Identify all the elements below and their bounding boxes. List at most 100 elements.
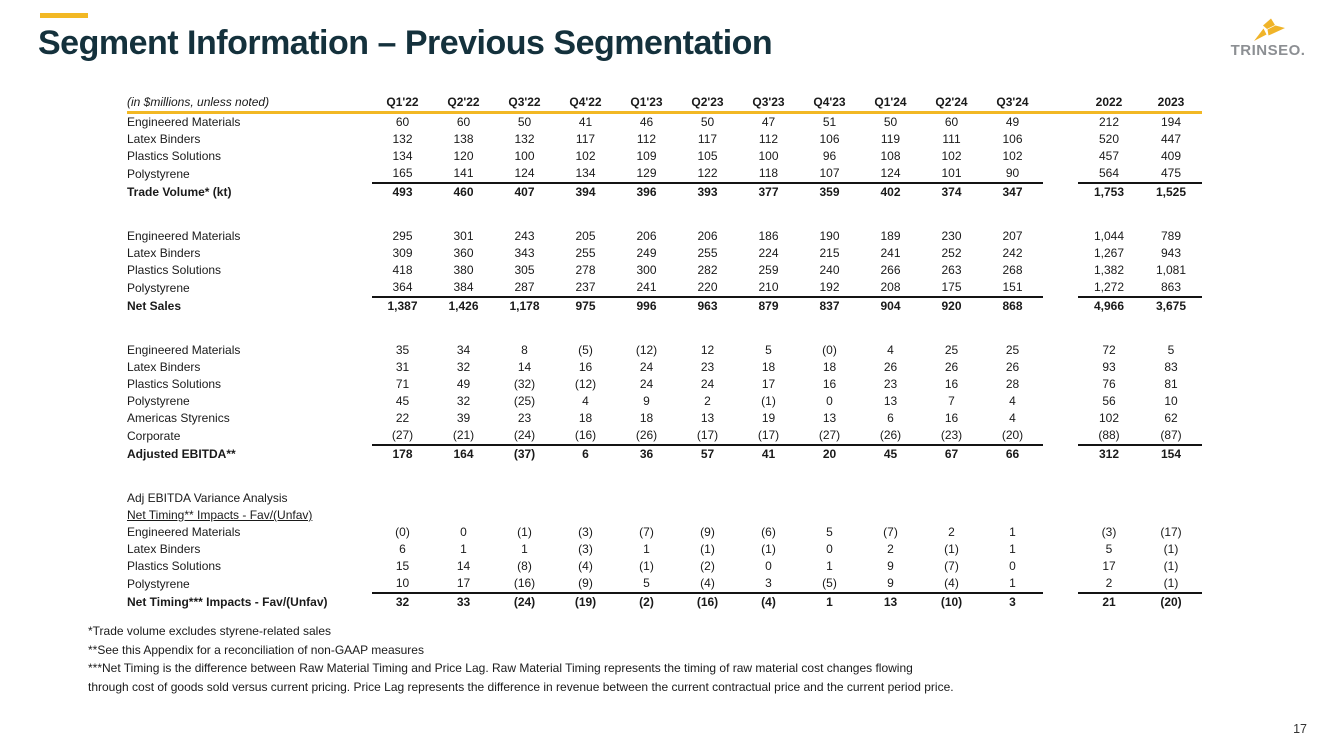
value-cell: 102 [941,149,962,163]
value-cell: 4,966 [1078,296,1140,315]
value-cell: 920 [921,296,982,315]
footnote-line: ***Net Timing is the difference between … [88,661,913,675]
value-cell: (1) [761,542,776,556]
value-cell: 393 [677,182,738,201]
value-cell: 120 [453,149,474,163]
value-cell: 141 [453,166,474,180]
value-cell: (3) [578,542,593,556]
value-cell: (1) [1163,576,1179,590]
column-header: Q2'24 [921,94,982,114]
value-cell: 60 [456,115,471,129]
value-cell: 119 [880,132,901,146]
table-row: Latex Binders 31 32 14 16 24 23 18 18 26 26 26 93 83 [127,359,1202,376]
row-label: Latex Binders [127,542,201,556]
value-cell: 0 [460,525,467,539]
column-spacer [1043,131,1078,148]
value-cell: 93 [1102,360,1116,374]
value-cell: 359 [799,182,860,201]
value-cell: 347 [982,182,1043,201]
total-row: Net Sales 1,387 1,426 1,178 975 996 963 879 837 9… [127,296,1202,315]
value-cell: 207 [1002,229,1023,243]
row-label: Americas Styrenics [127,411,230,425]
row-label: Adjusted EBITDA** [127,446,236,461]
value-cell: 24 [700,377,715,391]
value-cell: (12) [635,343,658,357]
value-cell: (2) [616,592,677,611]
value-cell: (25) [513,394,536,408]
value-cell: 17 [761,377,776,391]
value-cell: (5) [822,576,837,590]
row-label: Trade Volume* (kt) [127,184,232,199]
value-cell: 60 [944,115,959,129]
value-cell: (7) [639,525,654,539]
value-cell: 56 [1102,394,1116,408]
table-row: Corporate (27) (21) (24) (16) (26) (17) (17) (27… [127,427,1202,445]
value-cell: (1) [517,525,532,539]
value-cell: 39 [456,411,471,425]
value-cell: (7) [883,525,898,539]
value-cell: 18 [761,360,776,374]
value-cell: 418 [392,263,413,277]
value-cell: 129 [636,166,657,180]
value-cell: 23 [883,377,898,391]
value-cell: (1) [1163,542,1179,556]
value-cell: (3) [1101,525,1117,539]
table-row: Polystyrene 10 17 (16) (9) 5 (4) 3 (5) 9 (4) 1 2 (1) [127,575,1202,593]
value-cell: (4) [578,559,593,573]
row-label: Latex Binders [127,132,201,146]
value-cell: (37) [494,444,555,463]
table-row: Polystyrene 165 141 124 134 129 122 118 107 124 10… [127,165,1202,183]
value-cell: (5) [578,343,593,357]
column-spacer [1043,575,1078,593]
section-label: Adj EBITDA Variance Analysis [127,491,288,505]
value-cell: (4) [738,592,799,611]
value-cell: 9 [887,576,894,590]
value-cell: 208 [880,280,901,294]
value-cell: 111 [942,132,961,146]
value-cell: (19) [555,592,616,611]
value-cell: (3) [578,525,593,539]
value-cell: 22 [395,411,410,425]
value-cell: 10 [395,576,410,590]
value-cell: 409 [1160,149,1182,163]
value-cell: 4 [1009,394,1016,408]
page-number: 17 [1293,722,1307,736]
section-label: Net Timing** Impacts - Fav/(Unfav) [127,508,313,522]
value-cell: 394 [555,182,616,201]
value-cell: 1 [643,542,650,556]
value-cell: 520 [1098,132,1120,146]
value-cell: 117 [575,132,596,146]
value-cell: 112 [636,132,657,146]
column-spacer [1043,183,1078,201]
value-cell: (4) [944,576,959,590]
value-cell: 243 [514,229,535,243]
value-cell: 4 [1009,411,1016,425]
value-cell: (23) [940,428,963,442]
column-spacer [1043,94,1078,114]
value-cell: 1,525 [1140,182,1202,201]
value-cell: 17 [456,576,471,590]
page-title: Segment Information – Previous Segmentat… [38,24,773,62]
column-spacer [1043,165,1078,183]
row-label: Polystyrene [127,576,190,591]
value-cell: 5 [1105,542,1113,556]
table-row: Plastics Solutions 134 120 100 102 109 105 100 9… [127,148,1202,165]
value-cell: 41 [738,444,799,463]
value-cell: 2 [1105,576,1113,590]
value-cell: 101 [941,166,962,180]
value-cell: 23 [700,360,715,374]
value-cell: 268 [1002,263,1023,277]
column-header: Q3'23 [738,94,799,114]
value-cell: 118 [758,166,779,180]
value-cell: 309 [392,246,413,260]
value-cell: 9 [643,394,650,408]
value-cell: 259 [758,263,779,277]
value-cell: 20 [799,444,860,463]
column-header: Q1'22 [372,94,433,114]
value-cell: 47 [761,115,776,129]
row-label: Polystyrene [127,394,190,408]
value-cell: 25 [944,343,959,357]
value-cell: (26) [635,428,658,442]
value-cell: 380 [453,263,474,277]
value-cell: (16) [677,592,738,611]
